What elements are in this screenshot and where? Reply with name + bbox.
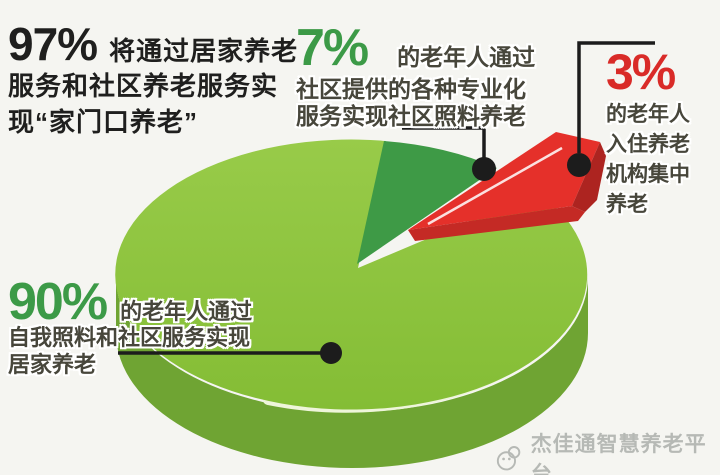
annotation-90-line2: 自我照料和社区服务实现	[8, 325, 251, 350]
annotation-7-line2: 社区提供的各种专业化	[296, 76, 526, 102]
annotation-90-line3: 居家养老	[8, 352, 97, 377]
annotation-97: 97% 将通过居家养老 服务和社区养老服务实 现“家门口养老”	[8, 18, 300, 140]
annotation-97-line2: 服务和社区养老服务实	[8, 71, 279, 101]
callout-dot-3	[567, 153, 591, 177]
annotation-3: 3% 的老年人 入住养老 机构集中 养老	[606, 44, 718, 220]
annotation-7: 7% 的老年人通过 社区提供的各种专业化 服务实现社区照料养老	[296, 18, 558, 130]
callout-dot-90	[320, 342, 342, 364]
annotation-90-line1: 的老年人通过	[120, 299, 253, 324]
watermark-text: 杰佳通智慧养老平台	[530, 433, 707, 475]
pie-slice-90-side	[116, 277, 588, 468]
annotation-3-line1: 的老年人	[606, 103, 690, 126]
annotation-3-line3: 机构集中	[606, 163, 690, 186]
annotation-3-line2: 入住养老	[606, 133, 690, 156]
pie-slice-3-front	[408, 206, 585, 241]
percent-90-label: 90%	[8, 273, 108, 331]
watermark: 杰佳通智慧养老平台	[494, 428, 720, 475]
annotation-90: 90% 的老年人通过 自我照料和社区服务实现 居家养老	[8, 272, 308, 378]
annotation-97-line3: 现“家门口养老”	[8, 107, 199, 137]
annotation-7-line3: 服务实现社区照料养老	[296, 103, 526, 129]
annotation-3-line4: 养老	[606, 193, 648, 216]
percent-3-label: 3%	[606, 44, 676, 100]
callout-line-3	[577, 41, 655, 153]
cat-face-icon	[496, 446, 521, 471]
annotation-97-line1: 将通过居家养老	[109, 36, 299, 66]
callout-dot-7	[472, 157, 496, 181]
pie-slice-7	[357, 141, 497, 264]
percent-7-label: 7%	[296, 19, 369, 77]
percent-97-label: 97%	[8, 18, 98, 70]
slice-3-highlight-line	[427, 146, 563, 226]
pie-slice-90-top	[115, 139, 588, 410]
annotation-7-line1: 的老年人通过	[397, 44, 536, 70]
callout-line-7	[402, 126, 486, 158]
pie-slice-3-end	[572, 142, 606, 212]
